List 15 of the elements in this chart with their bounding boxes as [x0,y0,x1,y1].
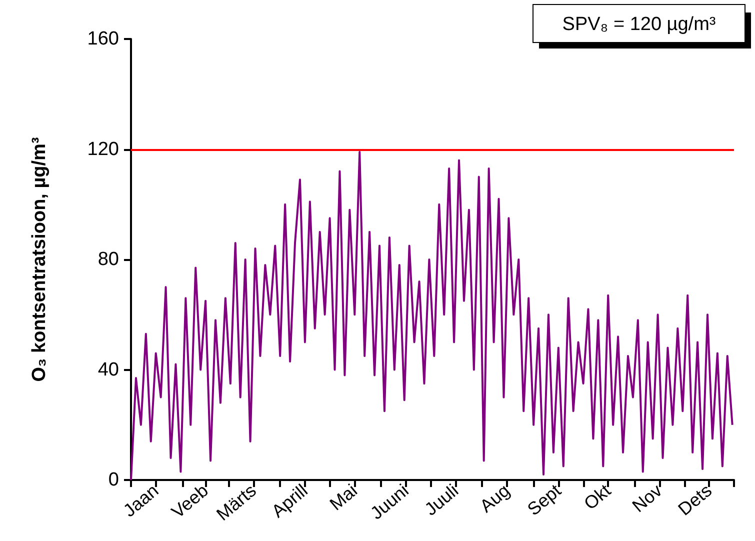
x-tick-label: Sept [524,480,565,520]
y-tick-label: 80 [98,249,119,270]
x-tick-label: Okt [580,480,615,514]
text: SPV₈ = 120 µg/m³ [562,14,716,35]
x-tick-label: Dets [674,480,716,520]
x-tick-label: Aug [476,480,514,516]
x-tick-label: Jaan [120,480,162,521]
y-tick-label: 40 [98,359,119,380]
x-tick-label: Mai [326,480,362,514]
y-tick-label: 120 [87,138,119,160]
y-axis-title: O₃ kontsentratsioon, µg/m³ [29,137,50,382]
x-tick-label: Veeb [168,480,212,522]
y-tick-label: 0 [108,470,119,490]
x-tick-label: Nov [628,480,666,516]
y-tick-label: 160 [87,28,119,50]
